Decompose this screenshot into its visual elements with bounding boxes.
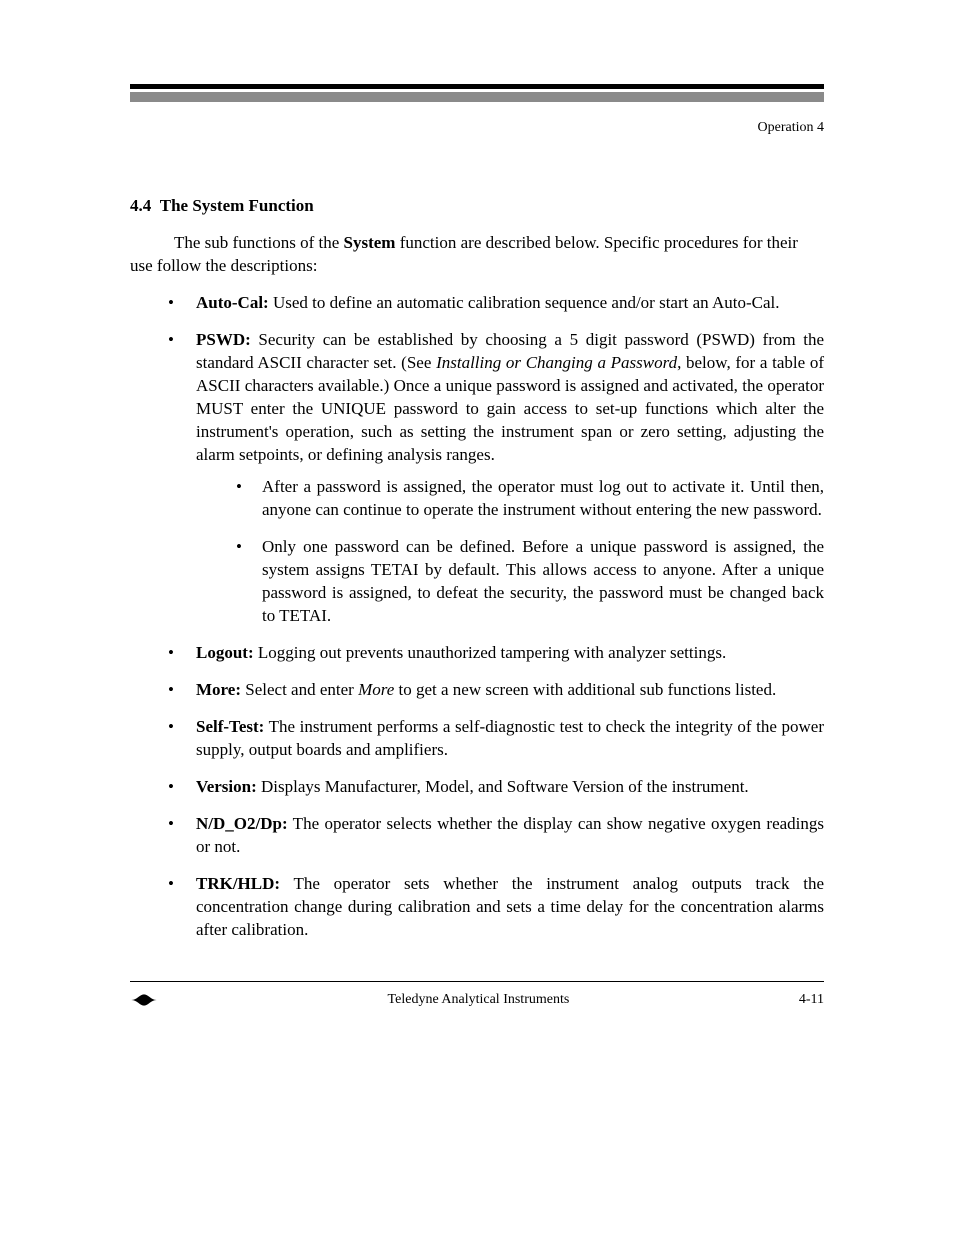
term-autocal: Auto-Cal: [196,293,269,312]
text-logout: Logging out prevents unauthorized tamper… [254,643,727,662]
section-title: The System Function [160,196,314,215]
intro-paragraph: The sub functions of the System function… [130,232,824,278]
page-container: Operation 4 4.4 The System Function The … [0,0,954,1068]
header-rule-grey [130,92,824,102]
list-item-logout: Logout: Logging out prevents unauthorize… [158,642,824,665]
list-item-version: Version: Displays Manufacturer, Model, a… [158,776,824,799]
sub-item-pswd-1: Only one password can be defined. Before… [226,536,824,628]
term-ndo2dp: N/D_O2/Dp: [196,814,288,833]
footer-rule [130,981,824,982]
sub-item-pswd-0: After a password is assigned, the operat… [226,476,824,522]
post-italic-more: to get a new screen with additional sub … [394,680,776,699]
intro-bold: System [344,233,396,252]
italic-more: More [358,680,394,699]
term-logout: Logout: [196,643,254,662]
section-heading: 4.4 The System Function [130,196,824,216]
text-more: Select and enter [241,680,358,699]
text-ndo2dp: The operator selects whether the display… [196,814,824,856]
footer: Teledyne Analytical Instruments 4-11 [130,992,824,1008]
term-selftest: Self-Test: [196,717,264,736]
header-rule-black [130,84,824,89]
section-number: 4.4 [130,196,151,215]
main-list: Auto-Cal: Used to define an automatic ca… [158,292,824,942]
list-item-selftest: Self-Test: The instrument performs a sel… [158,716,824,762]
footer-page-number: 4-11 [799,992,824,1008]
list-item-autocal: Auto-Cal: Used to define an automatic ca… [158,292,824,315]
term-pswd: PSWD: [196,330,251,349]
text-selftest: The instrument performs a self-diagnosti… [196,717,824,759]
footer-center-text: Teledyne Analytical Instruments [158,992,799,1008]
page-header-text: Operation 4 [130,120,824,136]
term-trkhld: TRK/HLD: [196,874,280,893]
term-version: Version: [196,777,257,796]
text-version: Displays Manufacturer, Model, and Softwa… [257,777,749,796]
text-trkhld: The operator sets whether the instrument… [196,874,824,939]
teledyne-logo-icon [130,992,158,1007]
list-item-trkhld: TRK/HLD: The operator sets whether the i… [158,873,824,942]
list-item-pswd: PSWD: Security can be established by cho… [158,329,824,628]
term-more: More: [196,680,241,699]
intro-pre: The sub functions of the [174,233,344,252]
list-item-more: More: Select and enter More to get a new… [158,679,824,702]
list-item-ndo2dp: N/D_O2/Dp: The operator selects whether … [158,813,824,859]
text-autocal: Used to define an automatic calibration … [269,293,780,312]
sub-list-pswd: After a password is assigned, the operat… [226,476,824,628]
italic-pswd: Installing or Changing a Password [436,353,677,372]
footer-left [130,992,158,1008]
